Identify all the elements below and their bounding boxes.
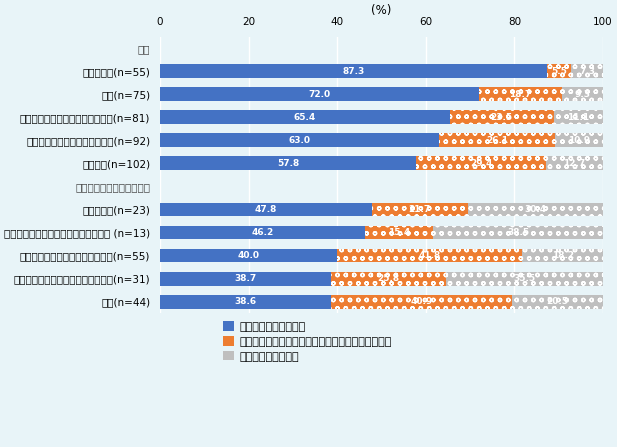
Bar xyxy=(160,156,416,170)
Legend: すでに取り組んでいる, まだ取り組んでいないが、今後取り組む予定がある, 取り組む予定はない: すでに取り組んでいる, まだ取り組んでいないが、今後取り組む予定がある, 取り組… xyxy=(223,321,392,362)
Bar xyxy=(416,156,546,170)
Text: 21.7: 21.7 xyxy=(408,205,431,214)
Text: 38.7: 38.7 xyxy=(234,274,257,283)
Bar xyxy=(331,272,445,286)
Text: 18.7: 18.7 xyxy=(509,90,531,99)
Bar xyxy=(450,110,554,124)
Text: 20.5: 20.5 xyxy=(547,297,569,306)
Text: 57.8: 57.8 xyxy=(277,159,299,168)
Text: 7.3: 7.3 xyxy=(579,67,595,76)
Text: 47.8: 47.8 xyxy=(255,205,277,214)
Text: 29.4: 29.4 xyxy=(470,159,492,168)
Text: 18.2: 18.2 xyxy=(552,251,574,260)
Text: 26.1: 26.1 xyxy=(486,136,508,145)
X-axis label: (%): (%) xyxy=(371,4,392,17)
Bar xyxy=(160,110,450,124)
Text: 9.3: 9.3 xyxy=(574,90,590,99)
Bar xyxy=(372,202,468,216)
Bar xyxy=(562,87,603,101)
Bar xyxy=(479,87,562,101)
Text: 35.5: 35.5 xyxy=(513,274,536,283)
Bar xyxy=(546,156,603,170)
Bar xyxy=(445,272,603,286)
Bar xyxy=(555,134,603,147)
Text: 38.5: 38.5 xyxy=(507,228,529,237)
Text: 40.9: 40.9 xyxy=(410,297,433,306)
Bar xyxy=(160,249,337,262)
Text: 72.0: 72.0 xyxy=(308,90,331,99)
Text: 15.4: 15.4 xyxy=(387,228,410,237)
Text: 10.9: 10.9 xyxy=(568,136,590,145)
Bar xyxy=(160,134,439,147)
Bar xyxy=(365,226,433,240)
Text: 40.0: 40.0 xyxy=(238,251,260,260)
Bar xyxy=(512,295,603,308)
Text: 12.7: 12.7 xyxy=(563,159,586,168)
Text: 5.5: 5.5 xyxy=(551,67,567,76)
Bar xyxy=(439,134,555,147)
Bar xyxy=(547,64,571,78)
Bar xyxy=(160,87,479,101)
Bar xyxy=(523,249,603,262)
Bar xyxy=(571,64,603,78)
Text: 87.3: 87.3 xyxy=(342,67,365,76)
Text: 65.4: 65.4 xyxy=(294,113,316,122)
Text: 11.1: 11.1 xyxy=(568,113,589,122)
Text: 25.8: 25.8 xyxy=(378,274,400,283)
Bar xyxy=(160,64,547,78)
Bar xyxy=(433,226,603,240)
Bar xyxy=(160,226,365,240)
Text: 38.6: 38.6 xyxy=(234,297,257,306)
Bar xyxy=(160,202,372,216)
Bar xyxy=(160,272,331,286)
Text: 63.0: 63.0 xyxy=(289,136,310,145)
Text: 23.5: 23.5 xyxy=(491,113,513,122)
Bar xyxy=(554,110,603,124)
Text: 46.2: 46.2 xyxy=(251,228,273,237)
Text: 30.4: 30.4 xyxy=(524,205,546,214)
Bar xyxy=(331,295,512,308)
Bar xyxy=(337,249,523,262)
Bar xyxy=(468,202,603,216)
Text: 41.8: 41.8 xyxy=(419,251,441,260)
Bar xyxy=(160,295,331,308)
